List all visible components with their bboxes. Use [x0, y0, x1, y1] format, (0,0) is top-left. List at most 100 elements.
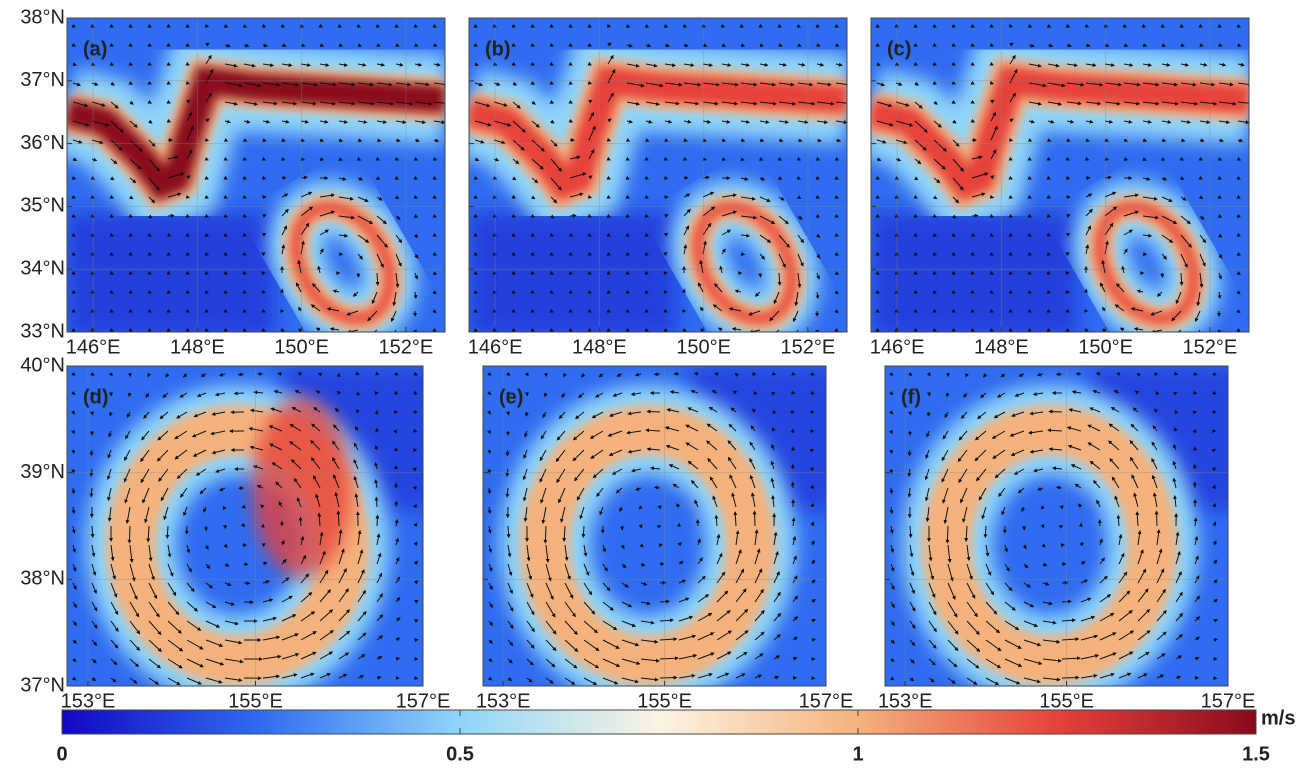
colorbar-tick-label: 0 — [56, 743, 67, 765]
arrow — [1162, 273, 1163, 277]
x-tick-label: 146°E — [468, 336, 523, 358]
arrow — [1156, 392, 1157, 393]
arrow — [760, 273, 761, 277]
arrow — [715, 373, 717, 374]
arrow — [991, 83, 993, 84]
arrow — [991, 197, 993, 198]
panel-label: (a) — [83, 38, 107, 60]
arrow — [235, 393, 244, 394]
arrow — [910, 412, 911, 415]
x-tick-label: 153°E — [878, 690, 933, 712]
y-tick-label: 33°N — [20, 320, 65, 342]
arrow — [1214, 393, 1216, 394]
arrow — [589, 197, 591, 198]
x-tick-label: 157°E — [799, 690, 854, 712]
arrow — [891, 488, 892, 493]
x-tick-label: 150°E — [676, 336, 731, 358]
x-tick-label: 155°E — [228, 690, 283, 712]
y-tick-label: 36°N — [20, 132, 65, 154]
arrow — [655, 487, 660, 488]
colorbar-unit: m/s — [1261, 707, 1295, 729]
y-tick-label: 35°N — [20, 195, 65, 217]
arrow — [508, 412, 509, 415]
colorbar-tick-label: 1.5 — [1242, 743, 1270, 765]
field — [469, 18, 853, 338]
arrow — [377, 374, 378, 375]
arrow — [909, 450, 910, 455]
arrow — [415, 412, 417, 413]
arrow — [376, 498, 377, 507]
y-tick-label: 34°N — [20, 257, 65, 279]
arrow — [358, 273, 359, 277]
y-tick-label: 38°N — [20, 568, 65, 590]
arrow — [1049, 411, 1062, 412]
field — [871, 18, 1255, 338]
x-tick-label: 148°E — [572, 336, 627, 358]
y-tick-label: 37°N — [20, 674, 65, 696]
arrow — [73, 488, 74, 493]
arrow — [608, 140, 610, 141]
y-tick-label: 40°N — [20, 354, 65, 376]
arrow — [589, 83, 591, 84]
arrow — [187, 83, 189, 84]
arrow — [1062, 677, 1079, 678]
arrow — [148, 374, 149, 377]
arrow — [1010, 26, 1012, 27]
arrow — [396, 502, 397, 507]
arrow — [376, 429, 377, 431]
x-tick-label: 155°E — [1039, 690, 1094, 712]
arrow — [187, 197, 189, 198]
field-dark — [67, 213, 275, 339]
arrow — [817, 330, 818, 333]
arrow — [665, 292, 667, 293]
arrow — [396, 430, 397, 431]
arrow — [570, 215, 576, 216]
x-tick-label: 153°E — [476, 690, 531, 712]
panel-label: (c) — [887, 38, 911, 60]
field-dark — [469, 213, 677, 339]
x-tick-label: 152°E — [781, 336, 836, 358]
colorbar-tick-label: 0.5 — [446, 743, 474, 765]
arrow — [608, 26, 610, 27]
x-tick-label: 152°E — [379, 336, 434, 358]
arrow — [278, 373, 282, 374]
x-tick-label: 148°E — [170, 336, 225, 358]
arrow — [110, 412, 111, 416]
x-tick-label: 153°E — [61, 690, 116, 712]
arrow — [793, 374, 795, 375]
arrow — [396, 393, 398, 394]
arrow — [489, 488, 490, 493]
x-tick-label: 148°E — [974, 336, 1029, 358]
arrow — [129, 526, 130, 543]
arrow — [1067, 178, 1069, 179]
arrow — [263, 292, 265, 293]
arrow — [1214, 449, 1215, 450]
field — [483, 366, 860, 686]
x-tick-label: 155°E — [637, 690, 692, 712]
field — [885, 366, 1262, 686]
arrow — [206, 140, 208, 141]
x-tick-label: 150°E — [1078, 336, 1133, 358]
x-tick-label: 150°E — [274, 336, 329, 358]
colorbar-tick-label: 1 — [852, 743, 863, 765]
arrow — [377, 516, 378, 526]
arrow — [92, 412, 93, 415]
panel: 146°E 148°E 150°E 152°E (b) — [468, 18, 853, 358]
field-dark — [871, 213, 1079, 339]
panel-label: (d) — [83, 386, 109, 408]
arrow — [812, 393, 814, 394]
arrow — [263, 178, 265, 179]
arrow — [545, 526, 546, 543]
arrow — [1219, 330, 1220, 333]
arrow — [300, 518, 301, 526]
arrow — [1195, 374, 1197, 375]
arrow — [647, 411, 660, 412]
y-tick-label: 39°N — [20, 461, 65, 483]
arrow — [1067, 292, 1069, 293]
panel-label: (b) — [485, 38, 511, 60]
arrow — [206, 26, 208, 27]
arrow — [1117, 373, 1119, 374]
